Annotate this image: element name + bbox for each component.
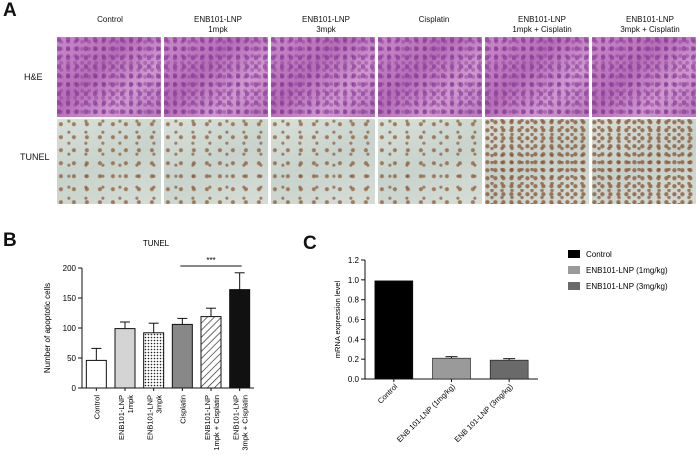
y-tick-label: 100 <box>63 324 77 333</box>
col-header-enb-3mpk: ENB101-LNP 3mpk <box>301 15 351 34</box>
x-tick-label: Control <box>92 395 101 420</box>
bar <box>200 316 222 389</box>
x-tick-label: ENB101-LNP1mpk <box>117 395 135 440</box>
legend-label: ENB101-LNP (1mg/kg) <box>586 266 668 275</box>
y-tick-label: 0.6 <box>348 316 360 325</box>
x-tick-label-line: 1mpk <box>126 395 135 414</box>
tunel-image-enb-3mpk-cis <box>592 119 696 204</box>
col-header-enb-3mpk-cis: ENB101-LNP 3mpk + Cisplatin <box>620 15 680 34</box>
x-tick-label-line: ENB101-LNP <box>146 395 155 440</box>
panel-c-letter: C <box>303 233 317 254</box>
y-tick-label: 0.4 <box>348 335 360 344</box>
he-image-control <box>57 37 161 117</box>
x-tick-label: Cisplatin <box>178 395 187 424</box>
significance-label: *** <box>206 256 215 265</box>
he-image-enb-1mpk-cis <box>485 37 589 117</box>
he-image-enb-1mpk <box>164 37 268 117</box>
bar <box>85 359 107 389</box>
tunel-image-enb-1mpk-cis <box>485 119 589 204</box>
x-tick-label-line: ENB101-LNP <box>232 395 241 440</box>
legend-label: ENB101-LNP (3mg/kg) <box>586 282 668 291</box>
panel-a-letter: A <box>3 0 17 21</box>
y-tick-label: 0.2 <box>348 355 360 364</box>
x-tick-label-line: 1mpk + Cisplatin <box>212 395 221 451</box>
x-tick-label: ENB101-LNP3mpk <box>146 395 164 440</box>
panel-c-chart: 0.0 0.2 0.4 0.6 0.8 1.0 1.2 mRNA expression lev… <box>333 250 668 444</box>
bar <box>171 323 193 389</box>
tunel-image-control <box>57 119 161 204</box>
panel-b-title: TUNEL <box>143 239 170 248</box>
bar <box>229 289 251 389</box>
col-header-enb-1mpk-cis: ENB101-LNP 1mpk + Cisplatin <box>512 15 572 34</box>
x-tick-label: ENB101-LNP3mpk + Cisplatin <box>232 395 250 451</box>
y-tick-label: 0.0 <box>348 375 360 384</box>
legend-swatch <box>568 266 580 274</box>
bar <box>374 280 414 380</box>
col-header-cisplatin: Cisplatin <box>418 15 450 24</box>
tunel-image-enb-1mpk <box>164 119 268 204</box>
panel-b-letter: B <box>3 230 17 251</box>
legend-label: Control <box>586 250 612 259</box>
legend-swatch <box>568 282 580 290</box>
x-tick-label: Control <box>376 382 400 406</box>
y-axis-label: mRNA expression level <box>333 280 342 358</box>
he-image-enb-3mpk <box>271 37 375 117</box>
y-tick-label: 1.0 <box>348 276 360 285</box>
y-tick-label: 50 <box>67 354 76 363</box>
bar <box>432 357 471 380</box>
row-label-tunel: TUNEL <box>20 152 50 162</box>
x-tick-label-line: ENB101-LNP <box>203 395 212 440</box>
x-tick-label: ENB 101-LNP (1mg/kg) <box>395 382 457 444</box>
x-tick-label-line: 3mpk + Cisplatin <box>241 395 250 451</box>
x-tick-label-line: Control <box>92 395 101 420</box>
x-tick-label: ENB 101-LNP (3mg/kg) <box>453 382 515 444</box>
bar <box>489 359 529 380</box>
tunel-image-enb-3mpk <box>271 119 375 204</box>
x-tick-label: ENB101-LNP1mpk + Cisplatin <box>203 395 221 451</box>
x-tick-label-line: Cisplatin <box>178 395 187 424</box>
y-tick-label: 0 <box>72 384 77 393</box>
col-header-control: Control <box>97 15 123 24</box>
y-axis-label: Number of apoptotic cells <box>43 283 52 373</box>
tunel-image-cisplatin <box>378 119 482 204</box>
x-tick-label-line: 3mpk <box>155 395 164 414</box>
y-tick-label: 0.8 <box>348 296 360 305</box>
legend-swatch <box>568 250 580 258</box>
panel-b-chart: TUNEL 0 50 100 150 200 Number of apoptotic ce… <box>43 239 254 451</box>
x-tick-label-line: ENB101-LNP <box>117 395 126 440</box>
row-label-he: H&E <box>24 72 43 82</box>
y-tick-label: 150 <box>63 294 77 303</box>
bar <box>114 328 136 389</box>
bar <box>143 332 165 389</box>
y-tick-label: 1.2 <box>348 256 360 265</box>
he-image-cisplatin <box>378 37 482 117</box>
col-header-enb-1mpk: ENB101-LNP 1mpk <box>193 15 243 34</box>
y-tick-label: 200 <box>63 264 77 273</box>
he-image-enb-3mpk-cis <box>592 37 696 117</box>
